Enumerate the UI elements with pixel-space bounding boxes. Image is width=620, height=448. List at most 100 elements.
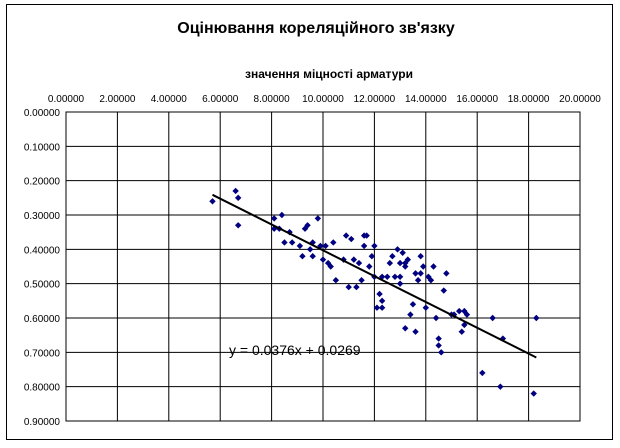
data-point (489, 314, 496, 322)
data-point (378, 304, 386, 311)
data-point (427, 277, 435, 284)
y-tick-label: 0.90000 (24, 417, 61, 428)
data-point (366, 263, 373, 270)
data-point (402, 263, 409, 270)
data-point (432, 314, 440, 322)
y-tick-label: 0.20000 (24, 177, 61, 188)
data-point (322, 242, 329, 250)
data-point (358, 277, 365, 284)
x-tick-label: 14.00000 (405, 94, 447, 105)
data-point (330, 239, 337, 246)
y-tick-label: 0.70000 (24, 348, 61, 359)
data-point (438, 349, 445, 356)
data-point (378, 297, 386, 305)
data-point (412, 270, 419, 277)
chart-area: Оцінювання кореляційного зв'язку значенн… (6, 4, 613, 440)
y-tick-label: 0.80000 (24, 383, 61, 394)
data-point (399, 249, 406, 256)
data-point (412, 328, 419, 335)
trendline-equation: y = 0.0376x + 0.0269 (229, 342, 361, 358)
data-point (407, 311, 414, 318)
y-tick-label: 0.30000 (24, 211, 61, 222)
data-point (386, 259, 394, 267)
data-point (533, 314, 540, 322)
x-tick-label: 20.00000 (559, 94, 601, 105)
x-tick-label: 0.00000 (48, 94, 85, 105)
data-point (353, 283, 360, 291)
x-tick-label: 16.00000 (456, 94, 498, 105)
data-point (430, 263, 437, 270)
data-point (417, 270, 424, 277)
data-point (350, 256, 358, 263)
x-tick-label: 4.00000 (151, 94, 188, 105)
data-point (234, 194, 242, 202)
data-point (396, 259, 404, 267)
x-tick-label: 12.00000 (354, 94, 396, 105)
trendline (212, 193, 537, 359)
data-point (319, 256, 327, 263)
data-point (414, 277, 422, 284)
data-point (278, 211, 286, 219)
data-point (396, 273, 404, 280)
data-point (391, 273, 399, 280)
data-point (497, 383, 504, 390)
data-point (309, 253, 316, 260)
data-point (435, 342, 442, 349)
y-tick-labels: 0.00000 0.10000 0.20000 0.30000 0.40000 0.500… (24, 108, 61, 428)
data-point (314, 215, 322, 222)
data-point (384, 273, 391, 280)
data-point (402, 325, 409, 332)
data-point (376, 290, 383, 298)
x-tick-label: 2.00000 (99, 94, 136, 105)
x-tick-label: 18.00000 (508, 94, 550, 105)
x-tick-label: 6.00000 (202, 94, 239, 105)
data-point (443, 270, 450, 277)
data-point (373, 304, 381, 311)
data-point (368, 253, 376, 260)
data-point (270, 215, 278, 222)
data-point (396, 280, 404, 287)
data-point (422, 304, 429, 311)
data-point (209, 198, 216, 205)
plot-area (65, 111, 581, 422)
y-tick-label: 0.10000 (24, 142, 61, 153)
data-point (299, 253, 306, 260)
y-tick-label: 0.50000 (24, 280, 61, 291)
data-point (404, 256, 412, 263)
data-point (296, 242, 304, 250)
x-tick-label: 8.00000 (254, 94, 291, 105)
data-point (479, 369, 486, 377)
data-point (281, 239, 288, 246)
data-point (332, 277, 340, 284)
data-point (435, 335, 442, 342)
data-point (327, 263, 334, 270)
data-point (288, 239, 296, 246)
data-point (461, 321, 468, 329)
grid (65, 111, 581, 422)
y-tick-label: 0.00000 (24, 108, 61, 119)
data-point (389, 253, 396, 260)
data-point (232, 187, 239, 195)
data-point (530, 390, 537, 397)
data-point (417, 253, 424, 260)
data-point (456, 307, 463, 315)
x-tick-label: 10.00000 (302, 94, 344, 105)
data-point (342, 232, 350, 239)
x-axis-title: значення міцності арматури (245, 67, 413, 81)
y-tick-label: 0.40000 (24, 245, 61, 256)
data-point (345, 283, 352, 291)
scatter-chart: Оцінювання кореляційного зв'язку значенн… (24, 20, 601, 428)
data-point (234, 222, 242, 229)
data-point (355, 259, 363, 267)
data-point (306, 246, 314, 253)
x-tick-labels: 0.00000 2.00000 4.00000 6.00000 8.00000 10.00… (48, 94, 601, 105)
data-point (409, 301, 417, 308)
data-point (420, 263, 427, 270)
data-point (304, 222, 311, 229)
data-point (360, 242, 368, 250)
data-point (348, 235, 355, 243)
data-point (458, 328, 465, 335)
data-point (463, 311, 471, 318)
data-point (371, 242, 378, 250)
y-tick-label: 0.60000 (24, 314, 61, 325)
